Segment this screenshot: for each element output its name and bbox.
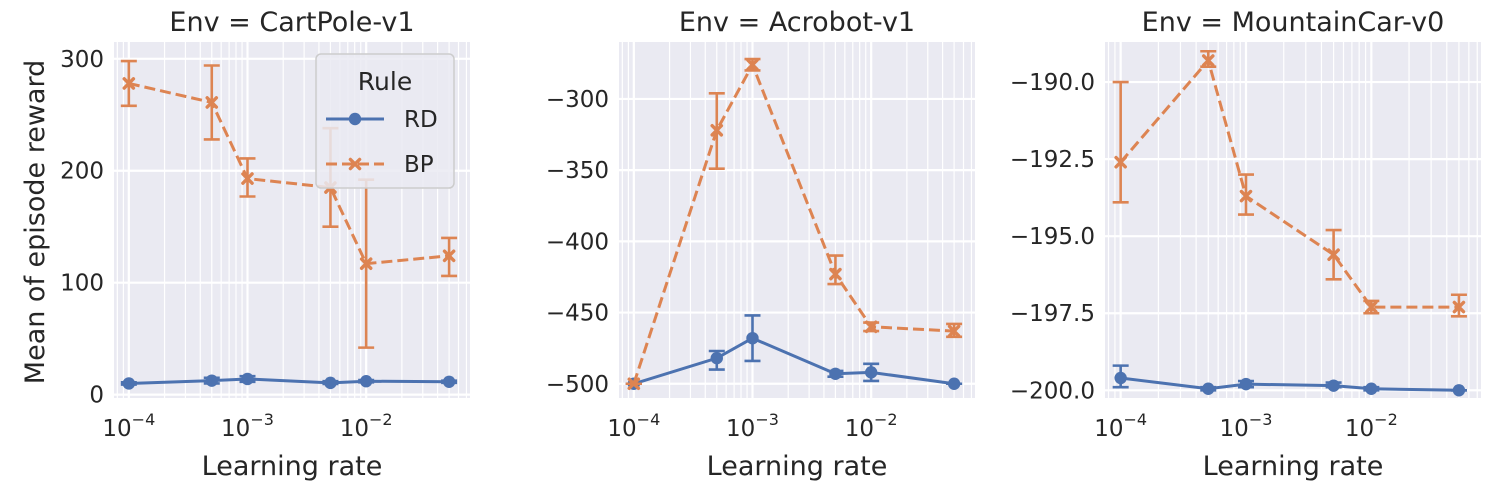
x-tick-label: 10−4 [1094,410,1147,442]
panel-title: Env = Acrobot-v1 [679,7,915,38]
x-tick-label: 10−3 [726,410,779,442]
y-tick-label: −192.5 [1010,147,1095,173]
point-RD [1114,371,1127,385]
point-RD [324,376,337,390]
point-BP [627,377,641,391]
legend-label-RD: RD [404,107,438,133]
x-tick-label: 10−3 [221,410,274,442]
point-BP [1452,300,1466,314]
y-tick-label: 200 [60,159,104,185]
legend-label-BP: BP [404,152,434,178]
y-axis-label: Mean of episode reward [20,60,51,384]
point-RD [1327,379,1340,392]
point-RD [829,367,842,380]
x-axis-label: Learning rate [202,451,383,482]
x-tick-label: 10−2 [340,410,393,442]
y-tick-label: −190.0 [1010,70,1095,96]
x-tick-label: 10−3 [1220,410,1273,442]
y-tick-label: −300 [546,87,609,113]
x-tick-label: 10−4 [102,410,155,442]
point-RD [1452,384,1466,397]
x-tick-label: 10−2 [845,410,898,442]
series-line-RD [633,336,955,386]
y-tick-label: −197.5 [1010,301,1095,327]
y-tick-label: 300 [60,47,104,73]
point-RD [122,377,136,390]
series-line-BP [128,81,450,266]
point-RD [205,374,218,387]
point-BP [442,249,456,263]
panel-2: 10−4 10−3 10−2 −300 −350 −400 −450 −500 Env = Ac… [546,7,975,482]
series-line-RD [128,377,450,385]
x-tick-label: 10−4 [607,410,660,442]
legend-marker-RD [348,112,362,126]
series-line-BP [632,61,955,385]
series-line-BP [1119,57,1459,309]
panel-3: 10−4 10−3 10−2 −190.0 −192.5 −195.0 −197.5 −200… [1010,7,1481,482]
point-BP [864,320,878,334]
point-BP [241,172,254,185]
x-tick-label: 10−2 [1345,410,1398,442]
point-RD [864,366,878,379]
point-BP [746,58,759,72]
point-RD [947,377,961,390]
point-BP [947,324,961,338]
point-RD [241,372,254,386]
point-BP [122,77,136,90]
point-BP [710,123,724,137]
y-tick-label: −350 [546,158,609,184]
series-line-RD [1120,376,1459,392]
y-tick-label: 100 [60,271,104,297]
point-RD [1365,382,1378,395]
y-tick-label: −500 [546,372,609,398]
y-tick-label: −450 [546,301,609,327]
point-BP [205,96,219,109]
point-RD [442,375,456,388]
legend-marker-BP [348,157,362,171]
point-BP [1239,189,1253,203]
point-BP [1327,248,1340,261]
panel-title: Env = MountainCar-v0 [1142,7,1445,38]
y-tick-label: −195.0 [1010,224,1095,250]
legend-frame [315,53,455,189]
point-BP [1114,155,1127,169]
plot-background [619,42,975,398]
point-BP [359,257,373,270]
point-RD [359,375,373,388]
y-tick-label: −400 [546,229,609,255]
point-RD [1239,377,1253,391]
point-BP [829,267,842,281]
x-axis-label: Learning rate [707,451,888,482]
plot-background [1105,42,1481,398]
legend: Rule RD BP [315,53,455,189]
x-axis-label: Learning rate [1203,451,1384,482]
y-tick-label: 0 [89,383,104,409]
point-RD [710,351,723,365]
panel-title: Env = CartPole-v1 [169,7,414,38]
panel-1: 10−4 10−3 10−2 0 100 200 300 Env = CartPole-v1 L… [60,7,470,482]
point-BP [1201,54,1215,67]
y-tick-label: −200.0 [1010,378,1095,404]
point-RD [1202,382,1215,395]
point-RD [746,331,759,345]
point-BP [1365,300,1378,314]
legend-title: Rule [358,67,412,96]
